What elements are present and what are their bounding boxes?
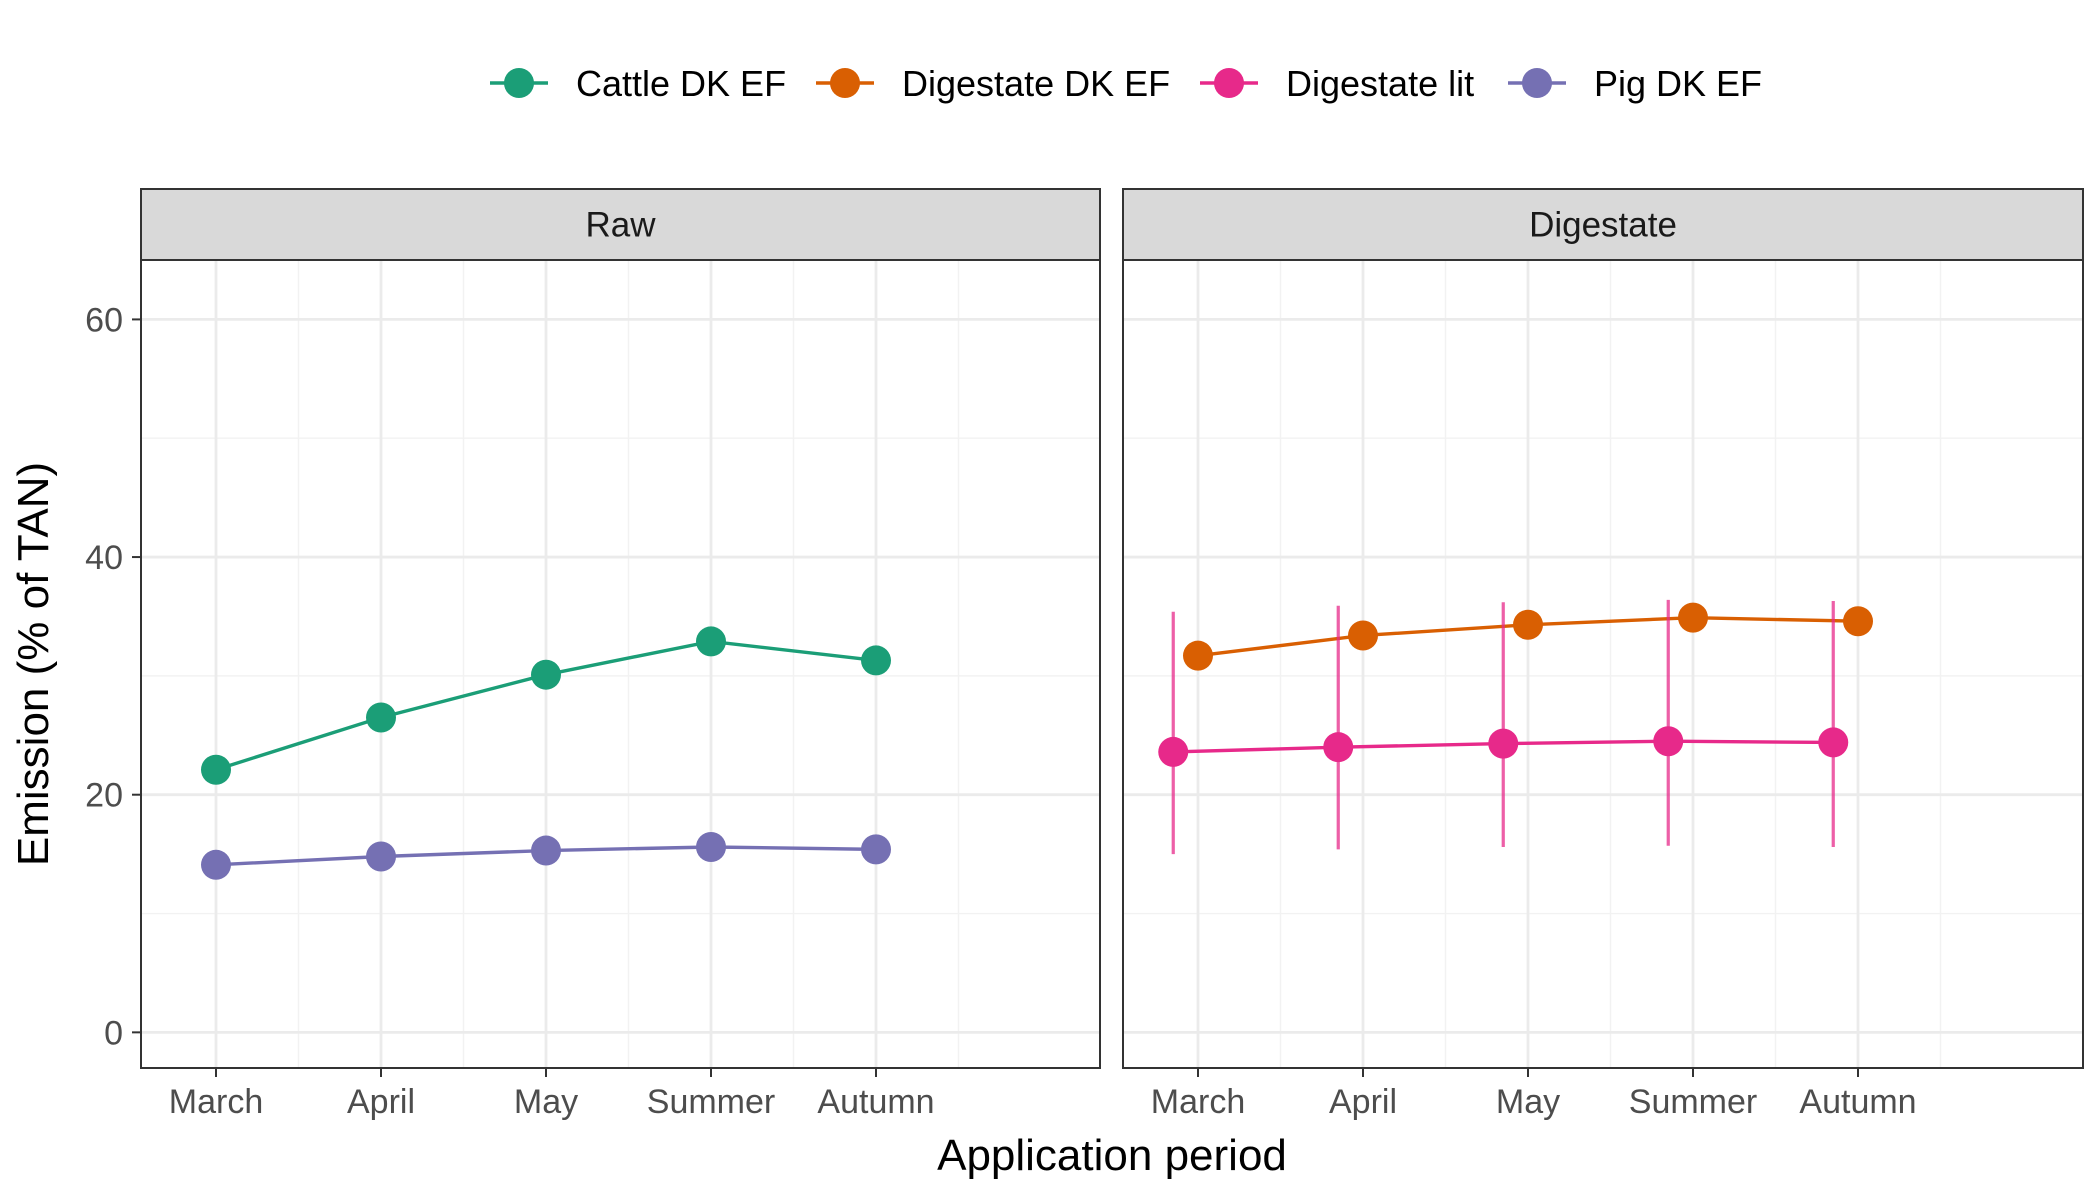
strip-label: Raw <box>585 206 656 245</box>
x-tick-label: Autumn <box>1799 1083 1916 1121</box>
data-point <box>696 626 726 657</box>
panel-background <box>1123 260 2083 1068</box>
x-tick-label: May <box>1496 1083 1560 1121</box>
data-point <box>861 834 891 865</box>
data-point <box>366 702 396 733</box>
panel-background <box>141 260 1100 1068</box>
facet-panels: Raw March April May Summer Autumn Digestate Mar… <box>140 188 2084 1121</box>
x-axis-title: Application period <box>937 1131 1287 1180</box>
y-tick-label: 0 <box>104 1014 123 1052</box>
data-point <box>1323 732 1354 763</box>
x-tick-label: Summer <box>1629 1083 1757 1121</box>
data-point <box>1183 640 1213 671</box>
data-point <box>1678 602 1708 633</box>
data-point <box>861 645 891 676</box>
data-point <box>1348 620 1378 651</box>
data-point <box>1488 728 1519 759</box>
x-tick-label: April <box>1329 1083 1397 1121</box>
x-tick-label: Autumn <box>817 1083 934 1121</box>
legend-label: Cattle DK EF <box>576 63 786 104</box>
strip-background <box>140 188 1101 261</box>
panel-raw: Raw March April May Summer Autumn <box>140 188 1101 1121</box>
data-point <box>201 849 231 880</box>
series-digestate-dk-ef <box>1183 602 1873 671</box>
data-point <box>366 841 396 872</box>
series-cattle-dk-ef <box>201 626 891 785</box>
x-tick-label: March <box>169 1083 263 1121</box>
legend: Cattle DK EF Digestate DK EF Digestate lit… <box>490 63 1762 104</box>
y-tick-label: 20 <box>85 777 123 815</box>
legend-item-digestate-lit: Digestate lit <box>1200 63 1474 104</box>
legend-label: Digestate lit <box>1286 63 1474 104</box>
legend-key-point <box>1522 68 1552 98</box>
x-tick-label: Summer <box>647 1083 775 1121</box>
legend-label: Digestate DK EF <box>902 63 1170 104</box>
legend-label: Pig DK EF <box>1594 63 1762 104</box>
data-point <box>696 831 726 862</box>
x-tick-label: April <box>347 1083 415 1121</box>
data-point <box>201 754 231 785</box>
strip-label: Digestate <box>1529 206 1677 245</box>
series-digestate-lit <box>1158 599 1849 855</box>
series-pig-dk-ef <box>201 831 891 880</box>
y-tick-label: 60 <box>85 301 123 339</box>
data-point <box>1843 606 1873 637</box>
x-tick-label: May <box>514 1083 578 1121</box>
legend-key-point <box>1214 68 1244 98</box>
y-tick-label: 40 <box>85 539 123 577</box>
data-point <box>1818 727 1849 758</box>
strip-background <box>1122 188 2084 261</box>
x-tick-label: March <box>1151 1083 1245 1121</box>
data-point <box>1158 736 1189 767</box>
panel-digestate: Digestate March April May Summer Autumn <box>1122 188 2084 1121</box>
legend-item-pig-dk-ef: Pig DK EF <box>1508 63 1762 104</box>
data-point <box>1513 609 1543 640</box>
legend-key-point <box>830 68 860 98</box>
y-axis-title: Emission (% of TAN) <box>9 462 58 866</box>
y-axis: 0 20 40 60 <box>85 301 141 1052</box>
legend-item-cattle-dk-ef: Cattle DK EF <box>490 63 786 104</box>
data-point <box>531 835 561 866</box>
legend-item-digestate-dk-ef: Digestate DK EF <box>816 63 1170 104</box>
data-point <box>1653 726 1684 757</box>
data-point <box>531 659 561 690</box>
legend-key-point <box>504 68 534 98</box>
